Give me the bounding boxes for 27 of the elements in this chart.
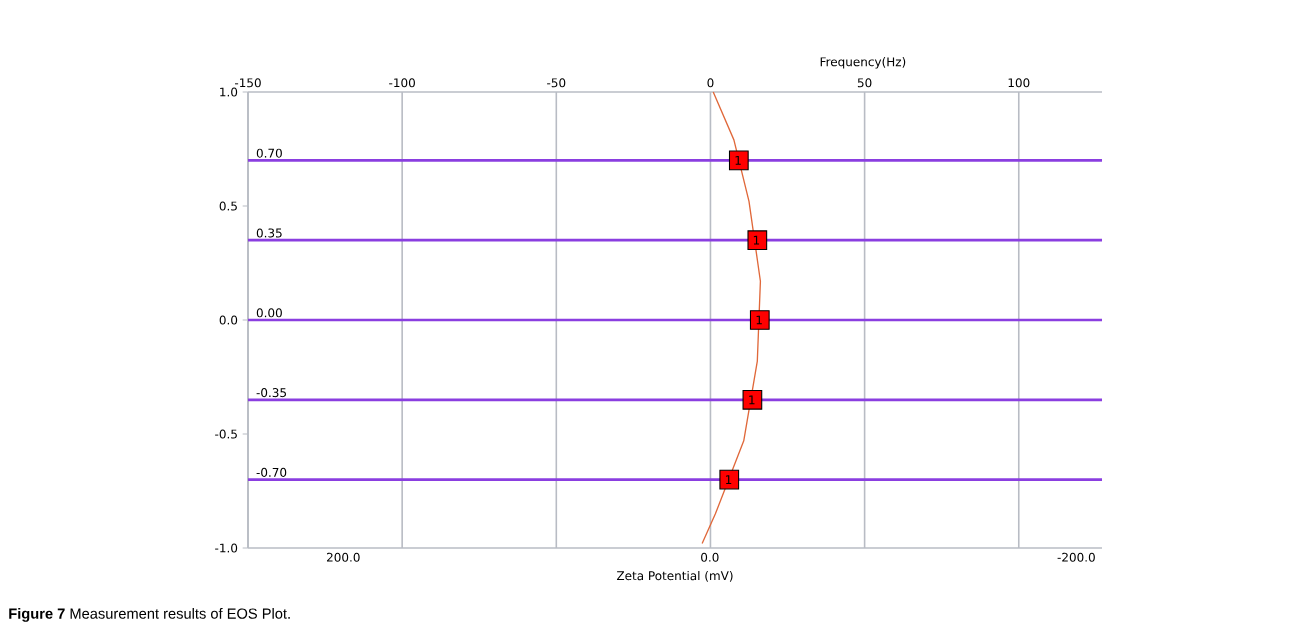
x2-tick-label: -150 [234,78,261,88]
y-tick-label: -0.5 [215,429,237,439]
x-tick-label: 200.0 [326,552,360,562]
ref-line-label: 0.35 [256,228,282,238]
ref-line-label: -0.70 [256,467,287,477]
y-tick-label: -1.0 [215,543,238,553]
ref-line-label: 0.00 [256,308,282,318]
annotation: 1 [753,235,760,245]
annotation: 1 [735,156,741,165]
ref-line-label: 0.70 [256,148,282,158]
y-tick-label: 0.5 [219,201,237,211]
annotation: 1 [726,475,732,484]
x2-tick-label: 0 [707,78,714,88]
x-axis-title: Zeta Potential (mV) [616,570,733,582]
y-tick-label: 0.0 [219,315,238,325]
x2-tick-label: -50 [547,78,566,88]
y-tick-label: 1.0 [220,87,238,97]
x-tick-label: -200.0 [1057,552,1095,562]
text: Figure 7 Measurement results of EOS Plot. [9,608,290,622]
ref-line-label: -0.35 [256,388,286,398]
x2-tick-label: -100 [389,78,415,88]
annotation: 1 [749,395,755,405]
x2-tick-label: 100 [1008,78,1030,88]
x2-axis-title: Frequency(Hz) [820,57,906,69]
x-tick-label: 0.0 [701,552,719,562]
x2-tick-label: 50 [857,78,872,88]
annotation: 1 [756,315,762,325]
